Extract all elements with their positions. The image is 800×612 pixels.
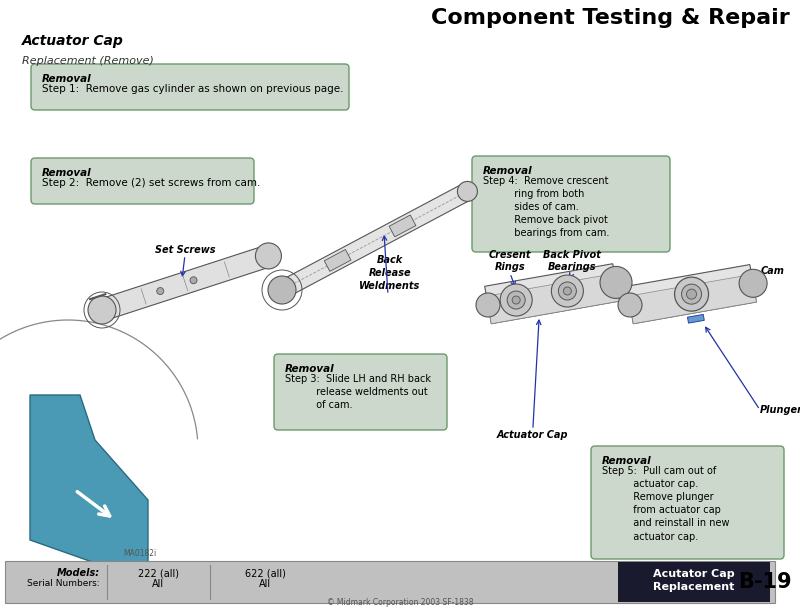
Polygon shape: [30, 395, 148, 570]
Circle shape: [268, 276, 296, 304]
Circle shape: [739, 269, 767, 297]
Circle shape: [618, 293, 642, 317]
Circle shape: [682, 284, 702, 304]
Text: Serial Numbers:: Serial Numbers:: [27, 579, 100, 588]
Text: Step 1:  Remove gas cylinder as shown on previous page.: Step 1: Remove gas cylinder as shown on …: [42, 83, 343, 94]
Text: Actuator Cap: Actuator Cap: [22, 34, 124, 48]
Text: Models:: Models:: [57, 568, 100, 578]
Circle shape: [674, 277, 709, 311]
Text: Component Testing & Repair: Component Testing & Repair: [431, 8, 790, 28]
Text: Step 4:  Remove crescent
          ring from both
          sides of cam.
      : Step 4: Remove crescent ring from both s…: [483, 176, 610, 238]
Text: Plunger: Plunger: [760, 405, 800, 415]
Text: Set Screws: Set Screws: [154, 245, 215, 255]
Bar: [618, 562, 770, 602]
Circle shape: [157, 288, 164, 294]
Text: Removal: Removal: [42, 74, 92, 84]
FancyBboxPatch shape: [591, 446, 784, 559]
Text: Removal: Removal: [42, 168, 92, 178]
Circle shape: [551, 275, 583, 307]
Circle shape: [88, 296, 116, 324]
Polygon shape: [629, 274, 757, 324]
Polygon shape: [626, 264, 757, 324]
Text: Back Pivot
Bearings: Back Pivot Bearings: [543, 250, 601, 272]
Polygon shape: [485, 264, 619, 324]
FancyBboxPatch shape: [31, 158, 254, 204]
Polygon shape: [389, 215, 416, 237]
Circle shape: [512, 296, 520, 304]
Circle shape: [190, 277, 197, 284]
Polygon shape: [98, 245, 272, 321]
Text: © Midmark Corporation 2003 SF-1838: © Midmark Corporation 2003 SF-1838: [326, 598, 474, 607]
Text: Actuator Cap: Actuator Cap: [497, 430, 569, 440]
Text: MA0182i: MA0182i: [123, 549, 157, 558]
Polygon shape: [278, 184, 472, 298]
Bar: [5, 561, 775, 603]
Circle shape: [558, 282, 576, 300]
Text: Replacement (Remove): Replacement (Remove): [22, 56, 154, 66]
Text: B-19: B-19: [738, 572, 792, 592]
Polygon shape: [324, 250, 351, 271]
Circle shape: [255, 243, 282, 269]
Text: 622 (all): 622 (all): [245, 568, 286, 578]
Circle shape: [600, 266, 632, 299]
Circle shape: [500, 284, 532, 316]
Text: Step 5:  Pull cam out of
          actuator cap.
          Remove plunger
      : Step 5: Pull cam out of actuator cap. Re…: [602, 466, 730, 542]
Circle shape: [476, 293, 500, 317]
FancyBboxPatch shape: [274, 354, 447, 430]
Text: Acutator Cap: Acutator Cap: [653, 569, 735, 579]
FancyBboxPatch shape: [472, 156, 670, 252]
Circle shape: [458, 181, 478, 201]
Text: Replacement: Replacement: [654, 582, 734, 592]
Text: Back
Release
Weldments: Back Release Weldments: [359, 255, 421, 291]
Circle shape: [686, 289, 697, 299]
Text: Cam: Cam: [761, 266, 785, 276]
Text: All: All: [152, 579, 164, 589]
Polygon shape: [486, 274, 619, 324]
Text: Cresent
Rings: Cresent Rings: [489, 250, 531, 272]
Text: Step 3:  Slide LH and RH back
          release weldments out
          of cam.: Step 3: Slide LH and RH back release wel…: [285, 373, 431, 410]
Polygon shape: [687, 315, 704, 323]
Circle shape: [563, 287, 571, 295]
Text: Step 2:  Remove (2) set screws from cam.: Step 2: Remove (2) set screws from cam.: [42, 177, 260, 187]
Text: Removal: Removal: [602, 456, 652, 466]
Text: Removal: Removal: [483, 166, 533, 176]
Circle shape: [507, 291, 525, 309]
Text: All: All: [259, 579, 271, 589]
FancyBboxPatch shape: [31, 64, 349, 110]
Text: 222 (all): 222 (all): [138, 568, 178, 578]
Text: Removal: Removal: [285, 364, 334, 374]
